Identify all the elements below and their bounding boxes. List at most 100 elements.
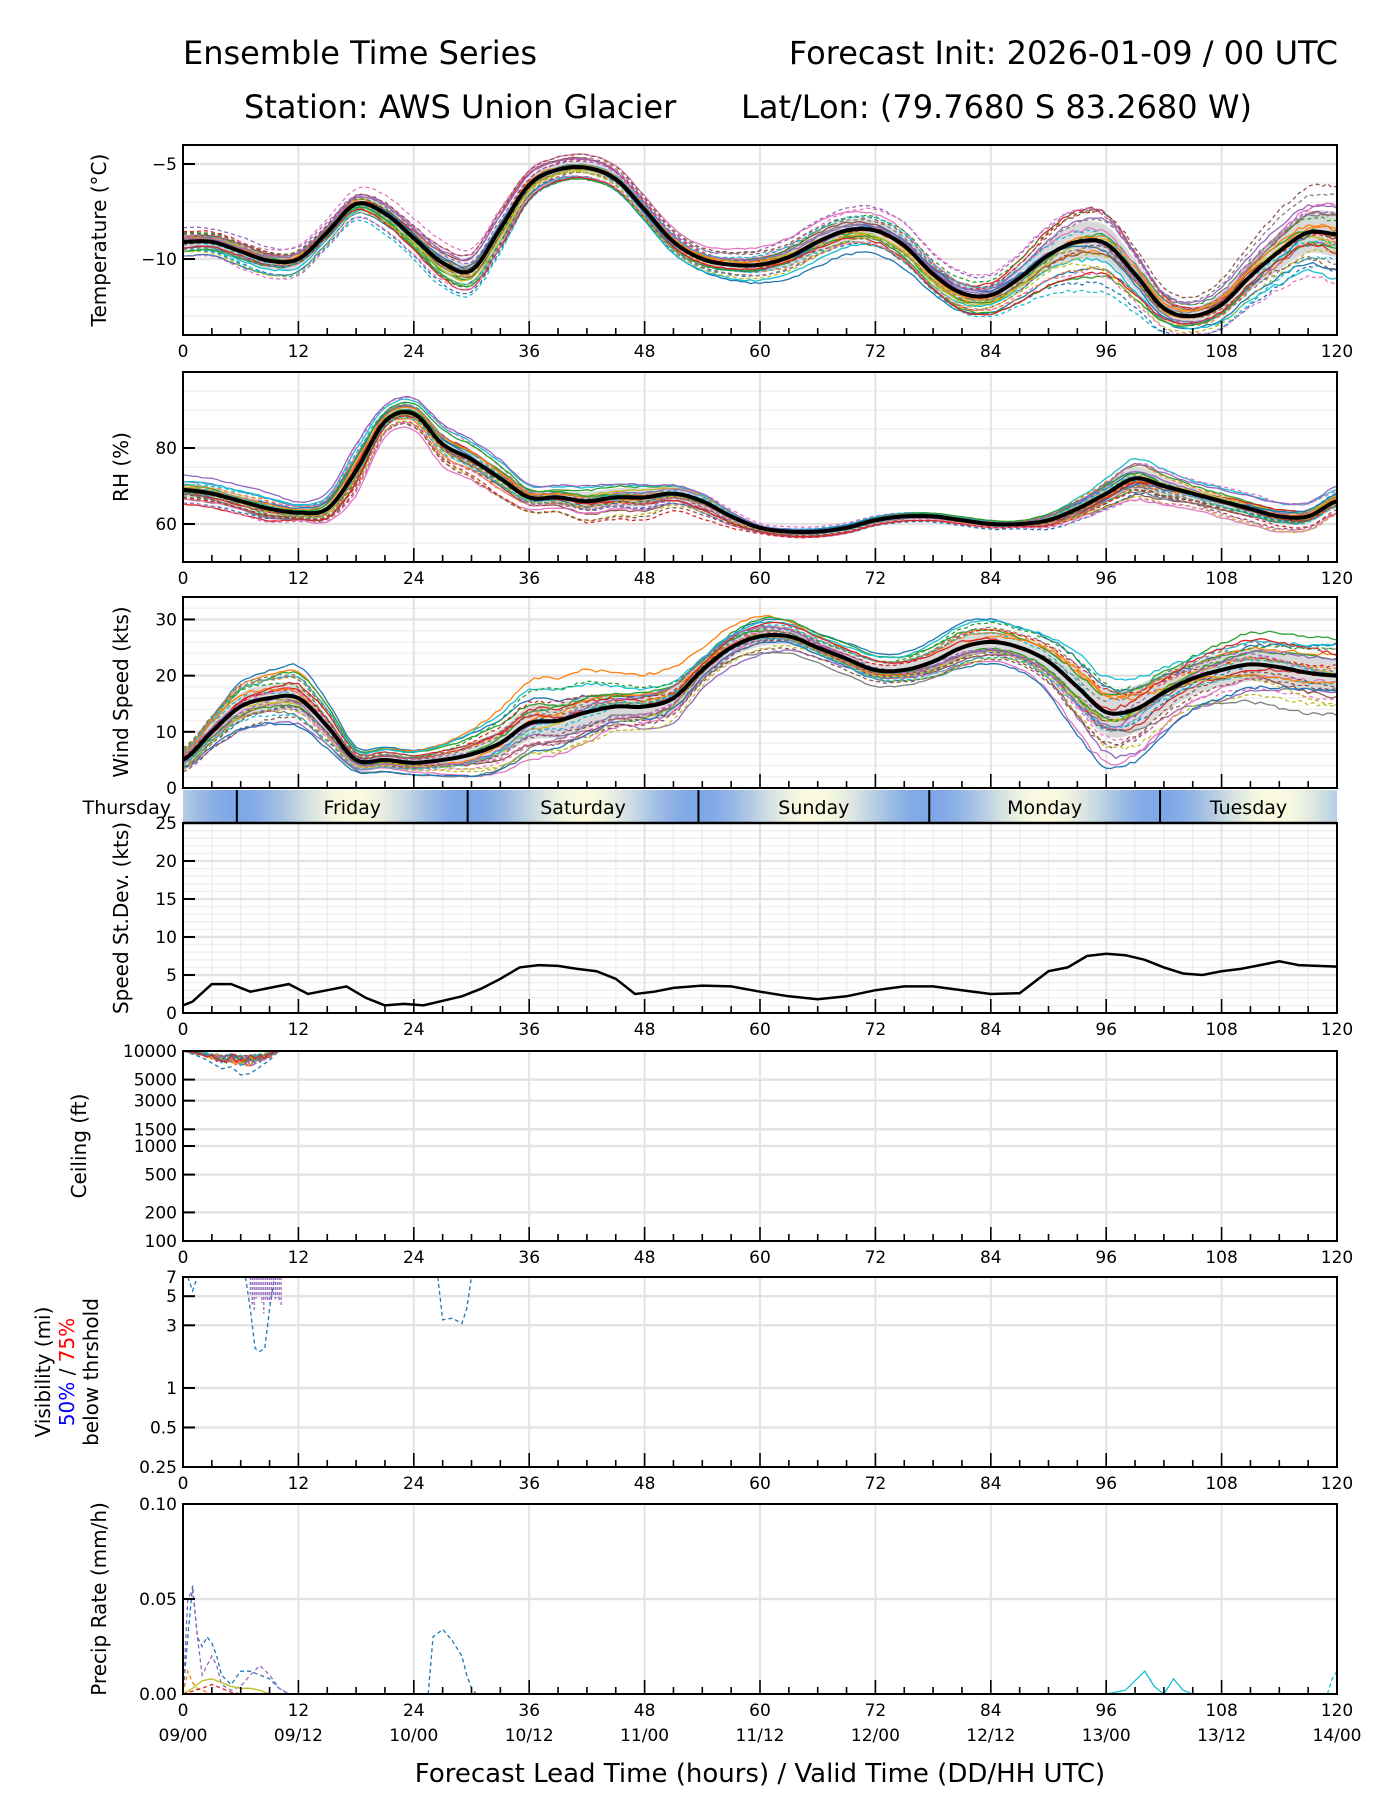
- y-tick-label: 1000: [134, 1137, 177, 1157]
- x-tick-label: 96: [1095, 1248, 1117, 1268]
- station-latlon: Lat/Lon: (79.7680 S 83.2680 W): [741, 88, 1252, 126]
- x-tick-label: 12: [288, 1020, 310, 1040]
- x-tick-label: 12: [288, 1701, 310, 1721]
- y-axis-label: Precip Rate (mm/h): [87, 1502, 111, 1696]
- ensemble-member-line: [183, 651, 1337, 778]
- series-group: [183, 153, 1337, 335]
- ensemble-member-line: [183, 619, 1337, 755]
- y-tick-label: −10: [141, 250, 177, 270]
- ensemble-member-line: [183, 637, 1337, 770]
- y-tick-label: 0.05: [139, 1590, 177, 1610]
- y-tick-label: 80: [155, 439, 177, 459]
- valid-time-label: 12/12: [966, 1726, 1015, 1746]
- threshold-75-label: 75%: [55, 1318, 79, 1362]
- ensemble-mean-line: [183, 632, 1337, 765]
- ensemble-member-line: [183, 420, 1337, 539]
- threshold-50-label: 50%: [55, 1382, 79, 1426]
- y-tick-label: 0.10: [139, 1495, 177, 1515]
- x-tick-label: 72: [865, 569, 887, 589]
- valid-time-label: 14/00: [1313, 1726, 1362, 1746]
- visibility-member-line: [187, 1277, 199, 1293]
- y-axis-label: Ceiling (ft): [67, 1094, 91, 1199]
- ensemble-member-line: [183, 153, 1337, 299]
- chart-title: Ensemble Time Series: [183, 34, 537, 72]
- valid-time-label: 09/12: [274, 1726, 323, 1746]
- x-tick-label: 24: [403, 1248, 425, 1268]
- day-band: Thursday Friday Saturday Sunday Monday Tuesda…: [82, 790, 1337, 825]
- ensemble-member-line: [183, 639, 1337, 771]
- y-tick-label: 15: [155, 890, 177, 910]
- x-tick-label: 60: [749, 1474, 771, 1494]
- x-tick-label: 12: [288, 342, 310, 362]
- ensemble-member-line: [183, 163, 1337, 318]
- series-group: [187, 1277, 473, 1353]
- y-tick-label: 7: [166, 1268, 177, 1288]
- y-tick-label: 200: [145, 1203, 177, 1223]
- precip-member-line: [183, 1585, 290, 1694]
- x-tick-label: 84: [980, 1248, 1002, 1268]
- y-tick-label: 1: [166, 1379, 177, 1399]
- ensemble-member-line: [183, 153, 1337, 312]
- day-label: Sunday: [778, 797, 849, 819]
- x-tick-label: 48: [634, 569, 656, 589]
- x-tick-label: 36: [518, 1248, 540, 1268]
- x-tick-label: 0: [178, 569, 189, 589]
- x-tick-label: 36: [518, 1701, 540, 1721]
- y-tick-label: 0.25: [139, 1458, 177, 1478]
- x-tick-label: 84: [980, 342, 1002, 362]
- x-tick-label: 120: [1321, 1701, 1353, 1721]
- x-tick-label: 48: [634, 342, 656, 362]
- y-tick-label: −5: [152, 155, 177, 175]
- day-label: Monday: [1007, 797, 1082, 819]
- panel-speed_stdev: 0 5 10 15 20 25 0 12 24 36 48 60 72 84 96 108 120 Speed S…: [109, 814, 1353, 1040]
- y-tick-label: 20: [155, 852, 177, 872]
- valid-time-label: 10/00: [389, 1726, 438, 1746]
- x-tick-label: 96: [1095, 1701, 1117, 1721]
- series-group: [183, 1585, 1337, 1694]
- ensemble-member-line: [183, 176, 1337, 325]
- x-tick-label: 24: [403, 569, 425, 589]
- y-tick-label: 0.00: [139, 1685, 177, 1705]
- visibility-member-line: [244, 1277, 276, 1353]
- forecast-init: Forecast Init: 2026-01-09 / 00 UTC: [788, 34, 1338, 72]
- x-tick-label: 108: [1205, 1020, 1237, 1040]
- precip-member-line: [183, 1678, 270, 1694]
- y-tick-label: 0: [166, 779, 177, 799]
- valid-time-label: 11/00: [620, 1726, 669, 1746]
- y-tick-label: 30: [155, 610, 177, 630]
- y-tick-label: 10: [155, 928, 177, 948]
- x-tick-label: 48: [634, 1248, 656, 1268]
- day-label: Friday: [323, 797, 381, 819]
- precip-member-line: [1106, 1670, 1194, 1694]
- y-axis-label-line2: below thrshold: [79, 1298, 103, 1446]
- precip-member-line: [1326, 1670, 1337, 1694]
- y-axis-label: Visibility (mi): [31, 1307, 55, 1438]
- panel-precip: 0.00 0.05 0.10 0 12 24 36 48 60 72 84 96 108 120 Preci…: [87, 1495, 1353, 1721]
- x-tick-label: 24: [403, 1701, 425, 1721]
- day-band-gradient: [183, 790, 1337, 823]
- x-tick-label: 12: [288, 569, 310, 589]
- ensemble-member-line: [183, 175, 1337, 335]
- y-tick-label: 5: [166, 1287, 177, 1307]
- x-tick-label: 84: [980, 569, 1002, 589]
- precip-member-line: [183, 1669, 213, 1694]
- y-tick-label: 0.5: [150, 1418, 177, 1438]
- panel-temperature: −10 −5 0 12 24 36 48 60 72 84 96 108 120 Temperature …: [87, 144, 1353, 362]
- panel-wind_speed: 0 10 20 30 Wind Speed (kts): [109, 596, 1338, 799]
- ceiling-member-line: [183, 1051, 280, 1076]
- ensemble-member-line: [183, 644, 1337, 773]
- x-tick-label: 24: [403, 1020, 425, 1040]
- x-tick-label: 96: [1095, 342, 1117, 362]
- ensemble-member-line: [183, 640, 1337, 778]
- series-group: [183, 615, 1337, 778]
- x-axis-label: Forecast Lead Time (hours) / Valid Time …: [415, 1759, 1105, 1789]
- y-tick-label: 25: [155, 814, 177, 834]
- x-tick-label: 108: [1205, 1701, 1237, 1721]
- x-tick-label: 120: [1321, 1020, 1353, 1040]
- x-tick-label: 72: [865, 1701, 887, 1721]
- x-tick-label: 48: [634, 1020, 656, 1040]
- y-axis-label: Wind Speed (kts): [109, 606, 133, 777]
- ensemble-member-line: [183, 166, 1337, 326]
